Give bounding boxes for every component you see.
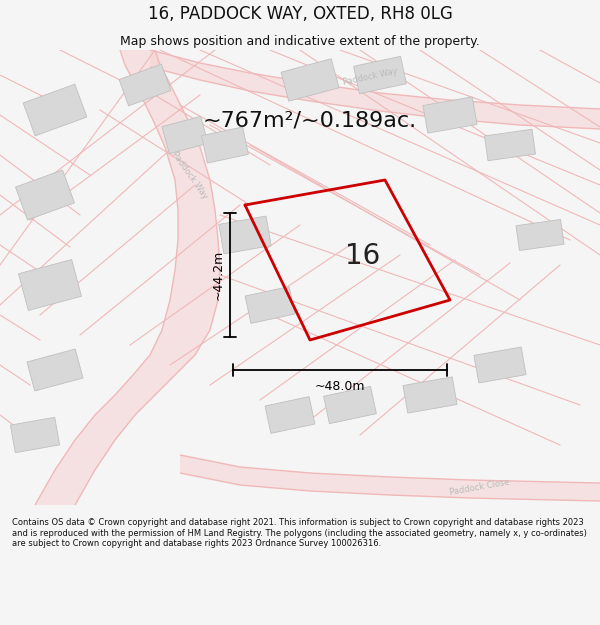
Text: 16, PADDOCK WAY, OXTED, RH8 0LG: 16, PADDOCK WAY, OXTED, RH8 0LG: [148, 5, 452, 23]
Polygon shape: [484, 129, 536, 161]
Polygon shape: [281, 59, 339, 101]
Polygon shape: [10, 418, 59, 452]
Polygon shape: [219, 216, 271, 254]
Polygon shape: [119, 64, 171, 106]
Polygon shape: [516, 219, 564, 251]
Text: Paddock Way: Paddock Way: [170, 149, 209, 201]
Polygon shape: [323, 386, 376, 424]
Polygon shape: [16, 170, 74, 220]
Polygon shape: [403, 377, 457, 413]
Polygon shape: [23, 84, 87, 136]
Text: Map shows position and indicative extent of the property.: Map shows position and indicative extent…: [120, 34, 480, 48]
Polygon shape: [150, 50, 600, 129]
Text: ~48.0m: ~48.0m: [315, 379, 365, 392]
Polygon shape: [180, 455, 600, 501]
Polygon shape: [162, 116, 208, 154]
Polygon shape: [353, 56, 406, 94]
Polygon shape: [19, 259, 82, 311]
Polygon shape: [423, 97, 477, 133]
Polygon shape: [245, 287, 295, 323]
Text: Paddock Way: Paddock Way: [342, 67, 398, 88]
Text: Paddock Close: Paddock Close: [449, 478, 511, 497]
Polygon shape: [474, 347, 526, 383]
Polygon shape: [35, 50, 220, 505]
Text: Contains OS data © Crown copyright and database right 2021. This information is : Contains OS data © Crown copyright and d…: [12, 518, 587, 548]
Text: ~44.2m: ~44.2m: [212, 250, 224, 300]
Polygon shape: [27, 349, 83, 391]
Polygon shape: [202, 127, 248, 163]
Polygon shape: [265, 397, 315, 433]
Text: ~767m²/~0.189ac.: ~767m²/~0.189ac.: [203, 110, 417, 130]
Text: 16: 16: [345, 242, 380, 270]
